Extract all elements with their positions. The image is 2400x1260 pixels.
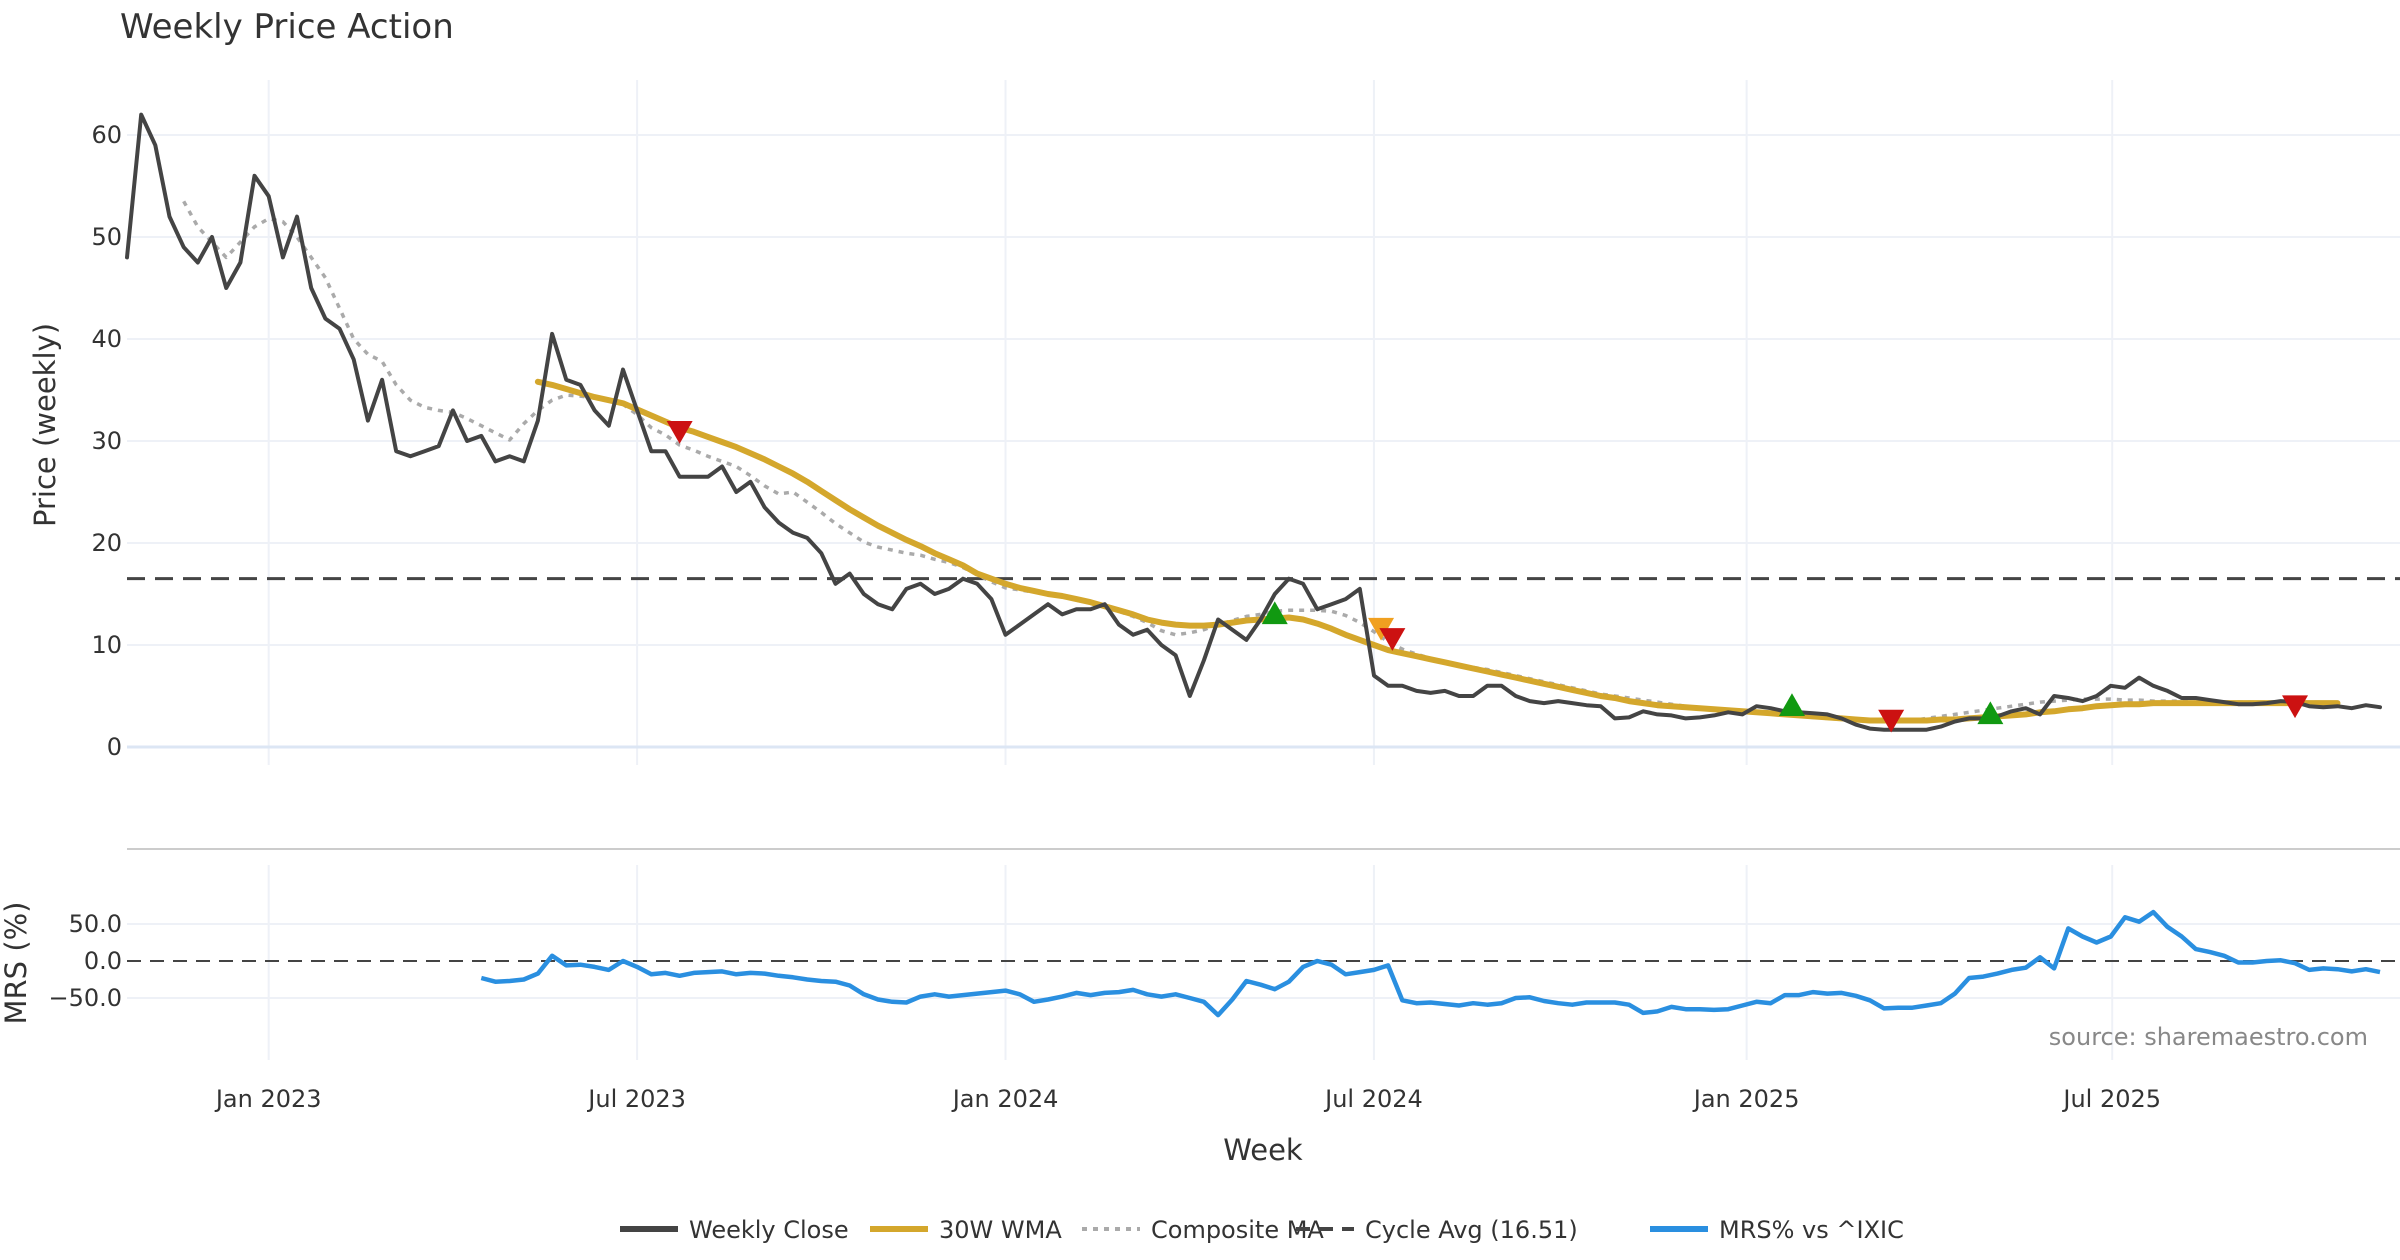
signal-markers xyxy=(666,421,2309,733)
x-axis-title: Week xyxy=(1223,1133,1303,1167)
price-ytick-label: 30 xyxy=(91,427,122,455)
wma-30w-line xyxy=(534,378,2341,724)
sell-signal-marker xyxy=(2282,695,2309,719)
mrs-line xyxy=(480,909,2381,1018)
sell-signal-marker xyxy=(1379,628,1406,651)
x-tick-label: Jan 2024 xyxy=(951,1085,1059,1113)
mrs-y-axis-title: MRS (%) xyxy=(0,902,33,1025)
legend-label: Cycle Avg (16.51) xyxy=(1365,1216,1578,1244)
legend-label: Composite MA xyxy=(1151,1216,1324,1244)
chart-title: Weekly Price Action xyxy=(120,7,454,47)
composite-ma-line xyxy=(182,200,2324,724)
series-layer xyxy=(125,112,2382,1018)
price-ytick-label: 50 xyxy=(91,223,122,251)
buy-signal-marker xyxy=(1261,601,1288,625)
reference-lines xyxy=(127,577,2400,962)
price-ytick-label: 40 xyxy=(91,325,122,353)
legend-label: MRS% vs ^IXIC xyxy=(1719,1216,1904,1244)
chart-text: 0 10 20 30 40 50 60 50.0 0.0 −50.0 Jan 2023 Jul 202… xyxy=(0,7,2368,1167)
x-tick-label: Jan 2025 xyxy=(1692,1085,1800,1113)
price-ytick-label: 20 xyxy=(91,529,122,557)
buy-signal-marker xyxy=(1778,693,1805,716)
price-ytick-label: 60 xyxy=(91,121,122,149)
sell-signal-marker xyxy=(666,421,693,444)
x-tick-label: Jan 2023 xyxy=(214,1085,322,1113)
price-ytick-label: 0 xyxy=(107,733,122,761)
weekly-close-line xyxy=(125,112,2382,732)
price-y-axis-title: Price (weekly) xyxy=(28,323,62,527)
price-ytick-label: 10 xyxy=(91,631,122,659)
mrs-ytick-label: −50.0 xyxy=(48,984,122,1012)
grid-layer xyxy=(127,80,2400,1060)
x-tick-label: Jul 2024 xyxy=(1323,1085,1423,1113)
legend: Weekly Close 30W WMA Composite MA Cycle Avg… xyxy=(620,1216,1904,1244)
x-tick-label: Jul 2025 xyxy=(2061,1085,2161,1113)
x-tick-label: Jul 2023 xyxy=(586,1085,686,1113)
mrs-ytick-label: 0.0 xyxy=(84,947,122,975)
sell-signal-marker xyxy=(1878,709,1905,733)
legend-label: 30W WMA xyxy=(939,1216,1062,1244)
buy-signal-marker xyxy=(1977,701,2004,725)
source-annotation: source: sharemaestro.com xyxy=(2049,1023,2368,1051)
mrs-ytick-label: 50.0 xyxy=(69,910,122,938)
legend-label: Weekly Close xyxy=(689,1216,849,1244)
